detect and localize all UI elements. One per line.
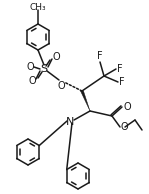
Text: S: S bbox=[40, 64, 48, 74]
Text: F: F bbox=[117, 64, 123, 74]
Text: F: F bbox=[97, 51, 103, 61]
Polygon shape bbox=[80, 91, 90, 111]
Text: O: O bbox=[28, 76, 36, 86]
Text: N: N bbox=[66, 117, 74, 127]
Text: O: O bbox=[26, 62, 34, 72]
Text: CH₃: CH₃ bbox=[30, 3, 46, 12]
Text: O: O bbox=[52, 52, 60, 62]
Text: O: O bbox=[57, 81, 65, 91]
Text: F: F bbox=[119, 77, 125, 87]
Text: O: O bbox=[120, 122, 128, 132]
Text: O: O bbox=[123, 102, 131, 112]
